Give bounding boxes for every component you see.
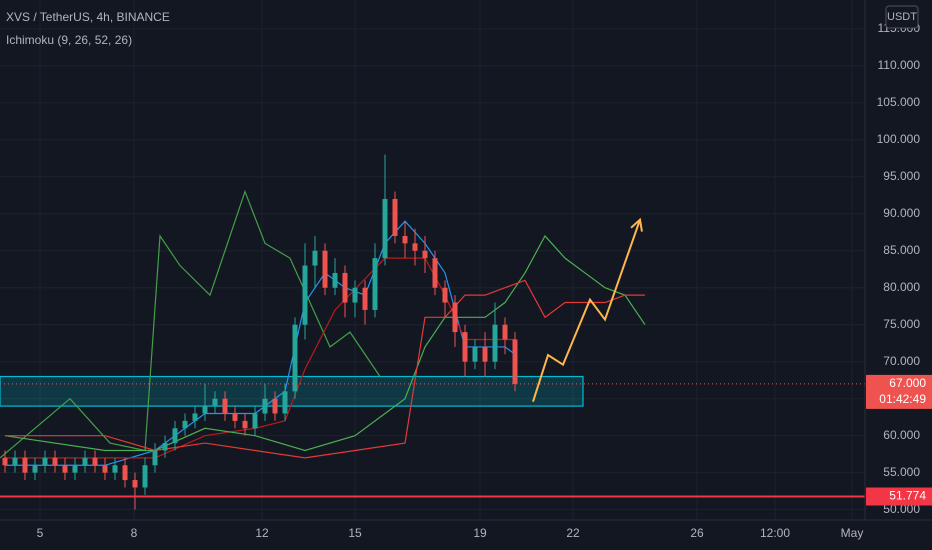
candle-body [432,258,438,288]
candle-body [112,465,118,473]
candle-body [302,265,308,325]
candle-body [192,413,198,421]
candle-body [282,391,288,414]
candle-body [392,198,398,236]
indicator-label: Ichimoku (9, 26, 52, 26) [6,33,132,47]
y-tick-label: 80.000 [883,280,920,294]
y-tick-label: 55.000 [883,465,920,479]
candle-body [172,428,178,444]
candle-body [32,465,38,473]
candle-body [122,465,128,481]
candle-body [342,272,348,303]
y-tick-label: 60.000 [883,428,920,442]
price-label-bg [866,487,932,506]
y-tick-label: 95.000 [883,169,920,183]
currency-badge[interactable] [885,5,919,29]
indicator-line [0,189,381,459]
candle-body [482,346,488,362]
candle-body [222,398,228,414]
y-tick-label: 100.000 [877,132,921,146]
candle-body [362,287,368,310]
price-label: 51.774 [889,489,926,503]
candle-body [292,324,298,392]
candle-body [452,302,458,333]
candle-body [52,457,58,466]
x-tick-label: 8 [131,526,138,540]
y-tick-label: 90.000 [883,206,920,220]
candle-body [72,465,78,473]
candle-body [322,250,328,288]
candle-body [242,420,248,429]
candle-body [332,272,338,288]
x-tick-label: 12:00 [760,526,790,540]
candle-body [22,457,28,473]
candle-body [312,250,318,266]
candle-body [182,420,188,429]
candle-body [42,457,48,466]
price-label-bg [866,374,932,409]
candle-body [272,398,278,414]
y-tick-label: 75.000 [883,317,920,331]
candle-body [462,332,468,362]
axes: 50.00055.00060.00065.00070.00075.00080.0… [37,21,932,540]
candle-body [382,198,388,259]
y-tick-label: 110.000 [878,58,921,72]
candle-body [102,465,108,473]
candle-body [132,480,138,488]
arrow-drawing [532,219,641,402]
candle-body [352,287,358,303]
candle-body [202,406,208,414]
candle-body [142,465,148,488]
candle-body [252,413,258,429]
x-tick-label: May [841,526,864,540]
candle-body [152,450,158,466]
candle-body [372,258,378,310]
x-tick-label: 19 [473,526,487,540]
x-tick-label: 15 [348,526,362,540]
x-tick-label: 22 [566,526,580,540]
candle-body [412,243,418,251]
candle-body [62,465,68,473]
candle-body [492,324,498,362]
candle-body [162,443,168,451]
candle-body [502,324,508,340]
candle-body [82,457,88,466]
price-zone [0,375,584,407]
candle-body [512,339,518,384]
candle-body [402,235,408,244]
candle-body [92,457,98,466]
grid [0,0,865,520]
plot [0,154,865,510]
candle-body [472,346,478,362]
candle-body [232,413,238,421]
x-tick-label: 26 [690,526,704,540]
x-tick-label: 12 [255,526,269,540]
candle-body [212,398,218,407]
candle-body [442,287,448,303]
currency-label[interactable]: USDT [887,11,917,23]
price-label: 67.000 [889,376,926,390]
candle-body [12,457,18,466]
y-tick-label: 85.000 [883,243,920,257]
y-tick-label: 105.000 [877,95,921,109]
candle-body [262,398,268,414]
countdown-label: 01:42:49 [879,392,926,406]
arrow-head [630,217,643,232]
x-tick-label: 5 [37,526,44,540]
candle-body [2,457,8,466]
y-tick-label: 70.000 [883,354,920,368]
candle-body [422,250,428,259]
chart-title: XVS / TetherUS, 4h, BINANCE [6,10,170,24]
